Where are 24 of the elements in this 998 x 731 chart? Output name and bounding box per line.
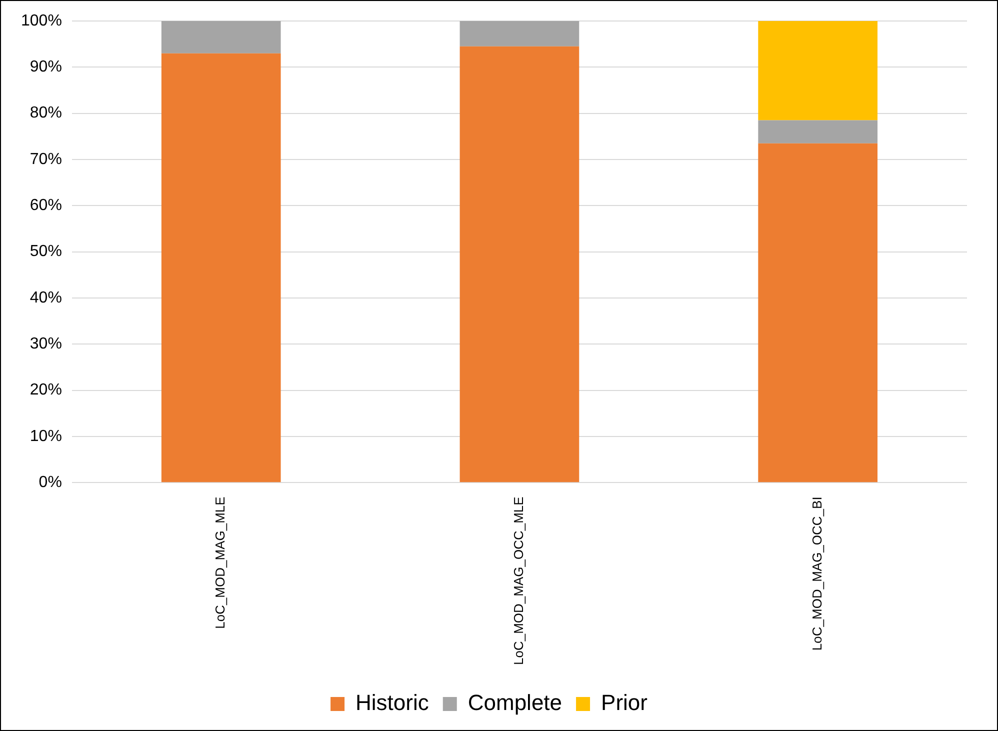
y-tick-label: 100%	[21, 12, 62, 30]
bar	[161, 21, 281, 54]
y-tick-label: 30%	[30, 336, 62, 353]
legend-label: Complete	[468, 690, 562, 716]
bar	[758, 143, 878, 482]
bar	[758, 21, 878, 120]
y-tick-label: 70%	[30, 150, 62, 168]
legend-label: Prior	[601, 690, 648, 716]
bar	[460, 46, 580, 482]
y-tick-label: 40%	[30, 289, 62, 306]
bar	[161, 53, 281, 482]
y-tick-label: 10%	[30, 428, 62, 445]
x-tick-label: LoC_MOD_MAG_MLE	[212, 496, 228, 629]
y-tick-label: 90%	[30, 58, 62, 76]
x-tick-label: LoC_MOD_MAG_OCC_BI	[809, 496, 824, 651]
bar	[758, 120, 878, 144]
y-tick-label: 50%	[30, 243, 62, 260]
legend-label: Historic	[356, 690, 429, 716]
y-tick-label: 80%	[30, 104, 62, 122]
y-tick-label: 60%	[30, 197, 62, 214]
y-tick-label: 20%	[30, 382, 62, 399]
y-tick-label: 0%	[38, 474, 62, 492]
x-tick-label: LoC_MOD_MAG_OCC_MLE	[511, 496, 526, 665]
bar	[460, 21, 580, 46]
